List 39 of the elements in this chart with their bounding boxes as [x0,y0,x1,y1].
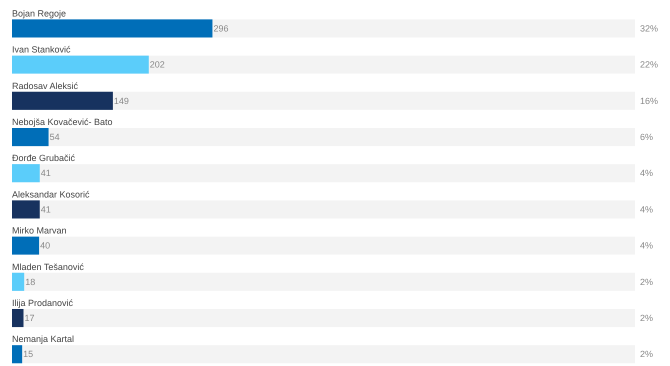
data-label: 40 [40,240,50,251]
data-label: 17 [24,313,35,324]
data-label: 296 [213,23,228,34]
bar [12,272,24,291]
bar [12,56,149,74]
text: 22% [640,60,658,70]
text: 2% [640,313,654,324]
y-tick-label: Aleksandar Kosorić [12,189,90,200]
text: 2% [640,349,654,360]
bar [12,92,113,110]
y-tick-label: Đorđe Grubačić [12,153,76,164]
y-tick-label: Radosav Aleksić [12,80,79,91]
text: 2% [640,276,654,287]
y-tick-label: Bojan Regoje [12,8,66,18]
bar [12,164,40,182]
data-label: 41 [40,168,51,178]
y-tick-label: Mirko Marvan [12,226,67,236]
y-tick-label: Mladen Tešanović [12,262,84,272]
text: 4% [640,240,654,251]
data-label: 41 [40,204,51,214]
bar [12,345,22,364]
bar [12,308,24,328]
data-label: 202 [150,60,165,70]
text: 16% [640,96,658,106]
y-tick-label: Nemanja Kartal [12,334,74,344]
text: 32% [640,23,658,34]
text: 4% [640,168,654,178]
bar [12,128,49,146]
data-label: 149 [114,96,129,106]
text: 6% [640,132,654,142]
y-tick-label: Nebojša Kovačević- Bato [12,116,113,127]
data-label: 15 [23,349,34,360]
bar [12,200,40,218]
y-tick-label: Ilija Prodanović [12,298,74,308]
data-label: 54 [50,132,60,142]
bar [12,236,40,255]
text: 4% [640,204,654,214]
data-label: 18 [25,276,36,287]
y-tick-label: Ivan Stanković [12,44,72,55]
